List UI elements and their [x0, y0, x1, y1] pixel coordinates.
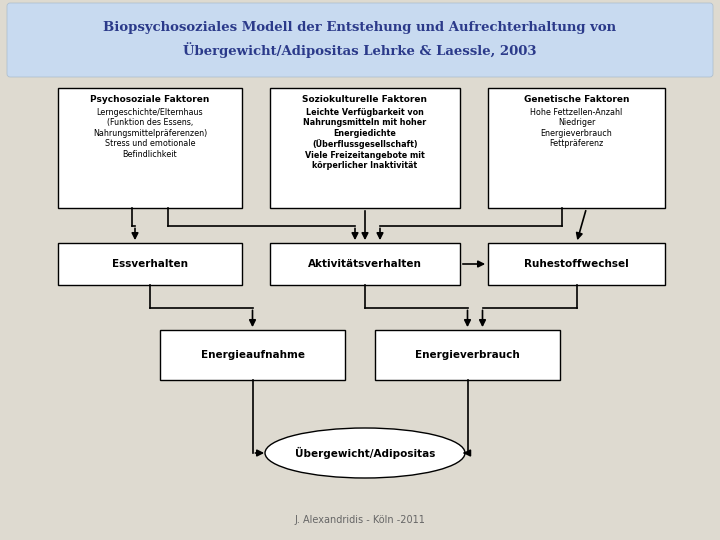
FancyBboxPatch shape — [7, 3, 713, 77]
Text: J. Alexandridis - Köln -2011: J. Alexandridis - Köln -2011 — [294, 515, 426, 525]
Ellipse shape — [265, 428, 465, 478]
Text: Essverhalten: Essverhalten — [112, 259, 188, 269]
Bar — [270, 88, 460, 208]
Bar — [58, 88, 242, 208]
Text: Energieverbrauch: Energieverbrauch — [415, 350, 520, 360]
Bar — [160, 330, 345, 380]
Bar — [488, 243, 665, 285]
Text: Lerngeschichte/Elternhaus
(Funktion des Essens,
Nahrungsmittelpräferenzen)
Stres: Lerngeschichte/Elternhaus (Funktion des … — [93, 108, 207, 159]
Text: Übergewicht/Adipositas Lehrke & Laessle, 2003: Übergewicht/Adipositas Lehrke & Laessle,… — [184, 42, 536, 58]
Bar — [375, 330, 560, 380]
Text: Soziokulturelle Faktoren: Soziokulturelle Faktoren — [302, 95, 428, 104]
Bar — [488, 88, 665, 208]
Text: Genetische Faktoren: Genetische Faktoren — [523, 95, 629, 104]
Text: Leichte Verfügbarkeit von
Nahrungsmitteln mit hoher
Energiedichte
(Überflussgese: Leichte Verfügbarkeit von Nahrungsmittel… — [303, 108, 427, 170]
Bar — [58, 243, 242, 285]
Text: Übergewicht/Adipositas: Übergewicht/Adipositas — [294, 447, 435, 459]
Text: Biopsychosoziales Modell der Entstehung und Aufrechterhaltung von: Biopsychosoziales Modell der Entstehung … — [104, 22, 616, 35]
Text: Energieaufnahme: Energieaufnahme — [200, 350, 305, 360]
Bar — [270, 243, 460, 285]
Text: Aktivitätsverhalten: Aktivitätsverhalten — [308, 259, 422, 269]
Text: Ruhestoffwechsel: Ruhestoffwechsel — [524, 259, 629, 269]
Text: Psychosoziale Faktoren: Psychosoziale Faktoren — [90, 95, 210, 104]
Text: Hohe Fettzellen-Anzahl
Niedriger
Energieverbrauch
Fettpräferenz: Hohe Fettzellen-Anzahl Niedriger Energie… — [531, 108, 623, 148]
